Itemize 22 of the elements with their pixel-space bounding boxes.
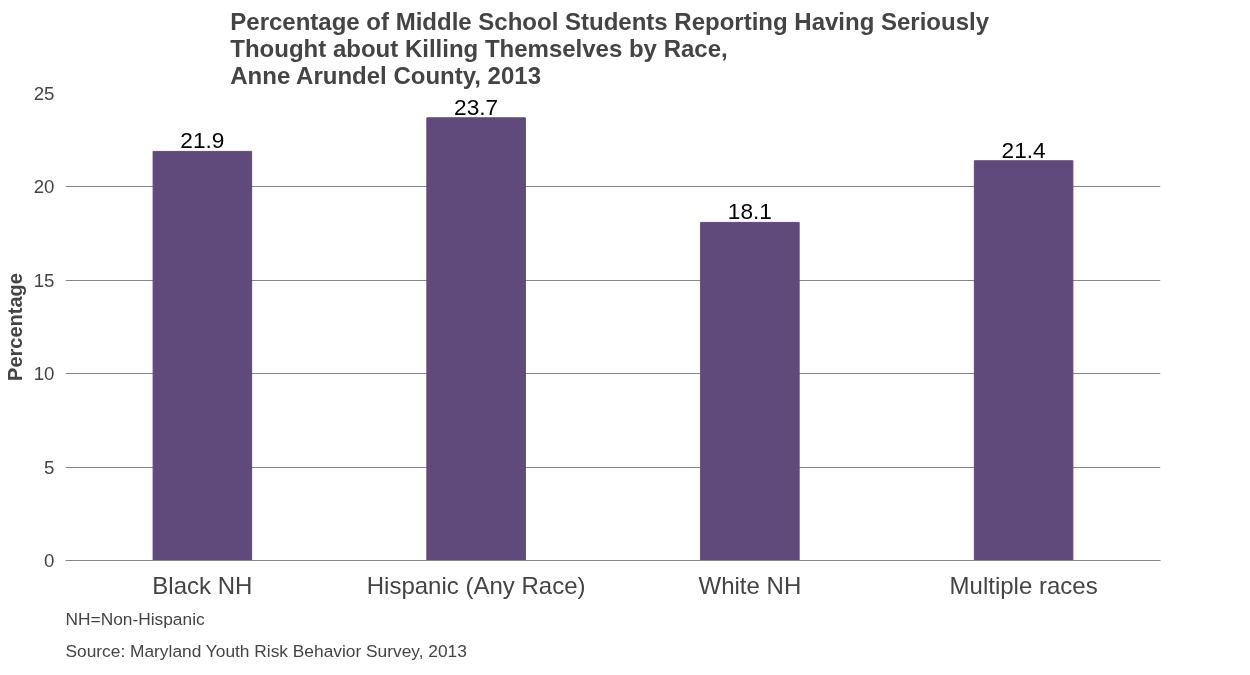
- y-tick-label: 25: [33, 83, 55, 104]
- y-tick-label: 0: [44, 550, 55, 571]
- data-label: 21.9: [180, 127, 225, 154]
- y-axis-title: Percentage: [3, 273, 26, 381]
- y-tick-label: 10: [33, 363, 55, 385]
- source-note: Source: Maryland Youth Risk Behavior Survey, 2013: [65, 640, 467, 661]
- bar: [973, 160, 1074, 561]
- text: NH=Non-Hispanic: [65, 608, 205, 629]
- bar: [700, 221, 800, 561]
- x-tick-label: Black NH: [152, 571, 253, 599]
- x-tick-label: Hispanic (Any Race): [366, 571, 586, 599]
- x-tick-label: White NH: [698, 571, 802, 599]
- chart-title: Percentage of Middle School Students Reporting Having Seriously Thought about Killing Themselves by Race, Anne Arundel County, 2013: [230, 7, 990, 89]
- y-tick-label: 20: [33, 176, 55, 198]
- bar: [152, 150, 253, 561]
- data-label: 23.7: [454, 93, 499, 120]
- data-label: 18.1: [727, 198, 772, 225]
- y-tick-label: 5: [44, 456, 55, 478]
- data-label: 21.4: [1001, 136, 1046, 163]
- y-tick-label: 15: [33, 269, 55, 291]
- bar: [426, 117, 526, 561]
- x-tick-label: Multiple races: [949, 571, 1098, 599]
